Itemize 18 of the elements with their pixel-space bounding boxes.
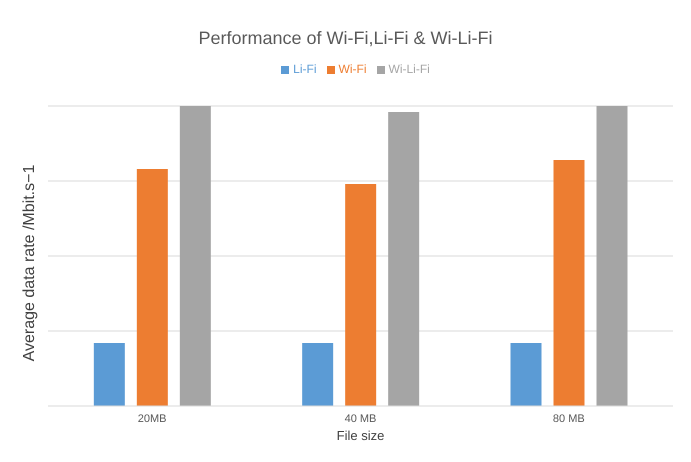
legend-label: Wi-Li-Fi bbox=[388, 62, 430, 76]
x-tick-label: 20MB bbox=[138, 412, 167, 425]
chart-title: Performance of Wi-Fi,Li-Fi & Wi-Li-Fi bbox=[197, 27, 494, 50]
bar bbox=[596, 106, 628, 406]
x-axis-title: File size bbox=[336, 428, 384, 443]
y-axis-title: Average data rate /Mbit.s−1 bbox=[21, 164, 39, 362]
bar bbox=[94, 343, 125, 406]
bar bbox=[510, 343, 542, 406]
x-tick-label: 40 MB bbox=[344, 412, 376, 425]
bar bbox=[345, 184, 376, 406]
bar bbox=[302, 343, 334, 406]
bar bbox=[180, 106, 211, 406]
bar bbox=[388, 112, 420, 406]
legend-label: Wi-Fi bbox=[338, 62, 366, 76]
bar bbox=[554, 160, 584, 406]
legend-label: Li-Fi bbox=[293, 62, 317, 76]
x-tick-label: 80 MB bbox=[552, 412, 585, 425]
bar bbox=[136, 169, 168, 406]
